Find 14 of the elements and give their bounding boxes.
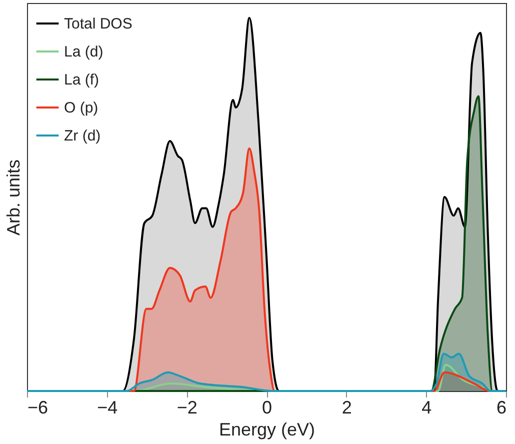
legend-label: Zr (d) [64,128,101,144]
legend-label: La (f) [64,72,100,88]
x-tick-label: −6 [28,398,48,418]
x-tick-label: −4 [97,398,118,418]
legend-label: La (d) [64,44,104,60]
legend-label: O (p) [64,100,98,116]
x-tick-label: 2 [342,398,352,418]
x-tick-label: 4 [422,398,432,418]
x-tick-label: 0 [262,398,272,418]
legend-label: Total DOS [64,16,132,32]
x-axis-title: Energy (eV) [218,420,316,440]
x-tick-label: 6 [496,398,506,418]
x-tick-label: −2 [176,398,198,418]
y-axis-title: Arb. units [4,159,24,236]
